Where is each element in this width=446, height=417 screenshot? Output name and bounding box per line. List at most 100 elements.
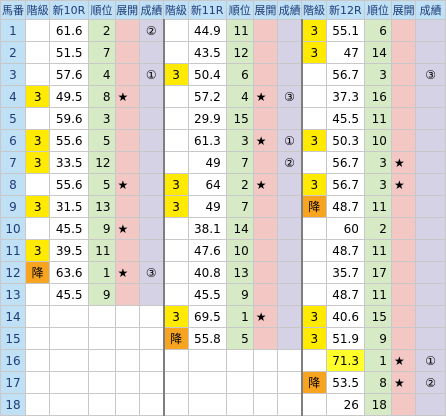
index-cell: 40.8 — [187, 261, 227, 284]
development-cell — [390, 283, 417, 306]
result-cell — [138, 305, 165, 328]
header-r1-grade: 階級 — [24, 0, 51, 20]
index-cell: 50.4 — [187, 63, 227, 86]
development-cell — [252, 63, 279, 86]
development-cell — [390, 19, 417, 42]
grade-cell: 3 — [162, 195, 189, 218]
development-cell — [252, 261, 279, 284]
index-cell: 26 — [325, 393, 365, 416]
table-row: 10 45.5 9 ★ 38.1 14 60 2 — [0, 217, 446, 240]
development-cell: ★ — [390, 349, 417, 372]
result-cell — [277, 371, 303, 394]
grade-cell — [300, 349, 327, 372]
rank-cell: 14 — [363, 41, 392, 64]
development-cell — [390, 129, 417, 152]
grade-cell — [162, 19, 189, 42]
grade-cell: 3 — [162, 173, 189, 196]
grade-cell — [300, 63, 327, 86]
header-horse-number: 馬番 — [0, 0, 26, 20]
result-cell — [415, 217, 446, 240]
grade-cell: 3 — [24, 195, 51, 218]
result-cell — [277, 261, 303, 284]
table-row: 14 3 69.5 1 ★ 3 40.6 15 — [0, 305, 446, 328]
development-cell — [390, 239, 417, 262]
grade-cell: 3 — [300, 19, 327, 42]
horse-number-cell: 4 — [0, 85, 26, 108]
rank-cell: 2 — [87, 19, 116, 42]
horse-number-cell: 8 — [0, 173, 26, 196]
grade-cell — [24, 107, 51, 130]
rank-cell — [87, 371, 116, 394]
horse-number-cell: 7 — [0, 151, 26, 174]
development-cell — [390, 217, 417, 240]
rank-cell — [87, 305, 116, 328]
rank-cell: 2 — [225, 173, 254, 196]
result-cell — [138, 393, 165, 416]
header-r1-index: 新10R — [49, 0, 89, 20]
index-cell: 61.6 — [49, 19, 89, 42]
index-cell — [187, 393, 227, 416]
index-cell: 49 — [187, 151, 227, 174]
grade-cell: 3 — [24, 85, 51, 108]
result-cell — [277, 239, 303, 262]
development-cell: ★ — [390, 371, 417, 394]
rank-cell: 11 — [363, 283, 392, 306]
horse-number-cell: 12 — [0, 261, 26, 284]
horse-number-cell: 2 — [0, 41, 26, 64]
rank-cell: 11 — [87, 239, 116, 262]
table-row: 8 55.6 5 ★ 3 64 2 ★ 3 56.7 3 ★ — [0, 173, 446, 196]
result-cell — [138, 195, 165, 218]
index-cell: 61.3 — [187, 129, 227, 152]
result-cell — [415, 327, 446, 350]
development-cell — [390, 327, 417, 350]
grade-cell: 3 — [24, 129, 51, 152]
rank-cell: 4 — [225, 85, 254, 108]
development-cell: ★ — [114, 173, 140, 196]
rank-cell — [225, 393, 254, 416]
rank-cell: 9 — [87, 283, 116, 306]
rank-cell: 8 — [87, 85, 116, 108]
development-cell — [390, 41, 417, 64]
rank-cell: 10 — [225, 239, 254, 262]
header-r3-index: 新12R — [325, 0, 365, 20]
development-cell — [114, 41, 140, 64]
header-r1-development: 展開 — [114, 0, 140, 20]
rank-cell: 6 — [363, 19, 392, 42]
development-cell — [114, 305, 140, 328]
rank-cell — [225, 371, 254, 394]
header-r2-index: 新11R — [187, 0, 227, 20]
grade-cell — [162, 283, 189, 306]
horse-number-cell: 5 — [0, 107, 26, 130]
grade-cell — [300, 107, 327, 130]
result-cell — [415, 151, 446, 174]
grade-cell — [300, 393, 327, 416]
result-cell — [277, 63, 303, 86]
index-cell — [49, 305, 89, 328]
table-row: 2 51.5 7 43.5 12 3 47 14 — [0, 41, 446, 64]
result-cell — [415, 393, 446, 416]
table-row: 16 71.3 1 ★ ① — [0, 349, 446, 372]
header-r2-development: 展開 — [252, 0, 279, 20]
result-cell — [277, 217, 303, 240]
result-cell — [415, 129, 446, 152]
header-r1-rank: 順位 — [87, 0, 116, 20]
development-cell: ★ — [114, 217, 140, 240]
index-cell: 47 — [325, 41, 365, 64]
index-cell: 48.7 — [325, 239, 365, 262]
table-row: 9 3 31.5 13 3 49 7 降 48.7 11 — [0, 195, 446, 218]
index-cell: 56.7 — [325, 173, 365, 196]
grade-cell — [24, 173, 51, 196]
rank-cell: 3 — [225, 129, 254, 152]
result-cell — [415, 195, 446, 218]
result-cell: ① — [277, 129, 303, 152]
index-cell: 55.1 — [325, 19, 365, 42]
grade-cell — [24, 217, 51, 240]
development-cell — [390, 305, 417, 328]
horse-number-cell: 6 — [0, 129, 26, 152]
rank-cell: 6 — [225, 63, 254, 86]
rank-cell: 4 — [87, 63, 116, 86]
index-cell — [49, 371, 89, 394]
development-cell — [252, 283, 279, 306]
development-cell — [252, 239, 279, 262]
